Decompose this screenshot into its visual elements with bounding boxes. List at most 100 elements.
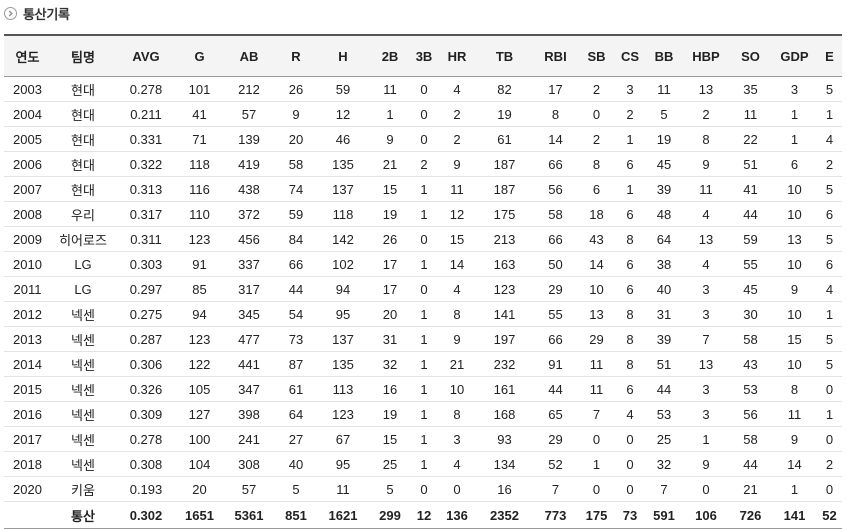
table-cell: 10 bbox=[772, 201, 817, 227]
table-cell: 1 bbox=[817, 301, 842, 327]
table-cell: 44 bbox=[729, 451, 772, 477]
table-cell: 9 bbox=[772, 276, 817, 302]
table-cell: 116 bbox=[177, 176, 222, 202]
table-cell: 101 bbox=[177, 76, 222, 102]
column-header: TB bbox=[476, 34, 533, 77]
table-cell: 8 bbox=[578, 151, 615, 177]
table-cell: 456 bbox=[222, 226, 276, 252]
table-cell: 25 bbox=[645, 426, 683, 452]
table-cell: 43 bbox=[729, 351, 772, 377]
table-row: 2007 현대 0.313 116 438 74 137 15 1 11 187 56 6 1 39 11 41… bbox=[4, 176, 842, 202]
table-cell: 1 bbox=[370, 101, 410, 127]
table-row: 2017 넥센 0.278 100 241 27 67 15 1 3 93 29 0 0 25 1 58 9 0 bbox=[4, 426, 842, 452]
table-cell: 5 bbox=[276, 476, 316, 502]
table-cell: 0 bbox=[817, 376, 842, 402]
table-cell: 8 bbox=[615, 326, 645, 352]
table-cell: 1 bbox=[410, 351, 438, 377]
table-cell: 41 bbox=[729, 176, 772, 202]
table-cell: 5 bbox=[645, 101, 683, 127]
table-cell: 13 bbox=[683, 76, 729, 102]
column-header: RBI bbox=[533, 34, 578, 77]
table-cell: 3 bbox=[438, 426, 476, 452]
table-cell: 25 bbox=[370, 451, 410, 477]
column-header: SO bbox=[729, 34, 772, 77]
total-cell: 851 bbox=[276, 501, 316, 529]
table-cell: 59 bbox=[729, 226, 772, 252]
table-cell: 3 bbox=[683, 401, 729, 427]
table-cell: 16 bbox=[370, 376, 410, 402]
table-cell: 58 bbox=[533, 201, 578, 227]
table-cell: 0.331 bbox=[115, 126, 177, 152]
table-cell: 2 bbox=[410, 151, 438, 177]
table-cell: 5 bbox=[817, 351, 842, 377]
table-cell: 197 bbox=[476, 326, 533, 352]
table-cell: 14 bbox=[533, 126, 578, 152]
table-cell: 1 bbox=[772, 101, 817, 127]
table-row: 2011 LG 0.297 85 317 44 94 17 0 4 123 29 10 6 40 3 45 9 4 bbox=[4, 276, 842, 302]
table-row: 2018 넥센 0.308 104 308 40 95 25 1 4 134 52 1 0 32 9 44 14 2 bbox=[4, 451, 842, 477]
table-cell: 0 bbox=[615, 451, 645, 477]
table-cell: 93 bbox=[476, 426, 533, 452]
table-cell: 9 bbox=[683, 451, 729, 477]
table-cell: 43 bbox=[578, 226, 615, 252]
table-cell: 13 bbox=[683, 226, 729, 252]
table-row: 2010 LG 0.303 91 337 66 102 17 1 14 163 50 14 6 38 4 55 1… bbox=[4, 251, 842, 277]
table-cell: 0 bbox=[438, 476, 476, 502]
column-header: R bbox=[276, 34, 316, 77]
table-row: 2005 현대 0.331 71 139 20 46 9 0 2 61 14 2 1 19 8 22 1 4 bbox=[4, 126, 842, 152]
table-cell: 104 bbox=[177, 451, 222, 477]
table-cell: 0.287 bbox=[115, 326, 177, 352]
table-cell: 21 bbox=[370, 151, 410, 177]
table-cell: 123 bbox=[476, 276, 533, 302]
table-cell: 1 bbox=[817, 401, 842, 427]
table-cell: 30 bbox=[729, 301, 772, 327]
table-cell: 0 bbox=[578, 426, 615, 452]
table-cell: 2006 bbox=[4, 151, 51, 177]
total-cell: 1621 bbox=[316, 501, 370, 529]
table-cell: 0.326 bbox=[115, 376, 177, 402]
table-cell: 17 bbox=[370, 276, 410, 302]
table-cell: 0 bbox=[578, 476, 615, 502]
table-cell: 6 bbox=[615, 251, 645, 277]
table-cell: 441 bbox=[222, 351, 276, 377]
column-header: G bbox=[177, 34, 222, 77]
table-cell: 2005 bbox=[4, 126, 51, 152]
table-cell: 58 bbox=[729, 326, 772, 352]
table-cell: 419 bbox=[222, 151, 276, 177]
table-cell: 91 bbox=[177, 251, 222, 277]
column-header: AVG bbox=[115, 34, 177, 77]
table-cell: 477 bbox=[222, 326, 276, 352]
table-cell: 345 bbox=[222, 301, 276, 327]
table-cell: 45 bbox=[729, 276, 772, 302]
table-cell: 9 bbox=[370, 126, 410, 152]
table-cell: 163 bbox=[476, 251, 533, 277]
table-cell: 8 bbox=[615, 226, 645, 252]
table-cell: 키움 bbox=[51, 476, 115, 502]
table-cell: 0.278 bbox=[115, 76, 177, 102]
table-cell: 137 bbox=[316, 326, 370, 352]
table-cell: 우리 bbox=[51, 201, 115, 227]
total-cell: 52 bbox=[817, 501, 842, 529]
table-cell: 8 bbox=[438, 301, 476, 327]
table-cell: 21 bbox=[438, 351, 476, 377]
table-cell: 20 bbox=[177, 476, 222, 502]
column-header: GDP bbox=[772, 34, 817, 77]
table-cell: 41 bbox=[177, 101, 222, 127]
table-row: 2013 넥센 0.287 123 477 73 137 31 1 9 197 66 29 8 39 7 58 1… bbox=[4, 326, 842, 352]
table-cell: 212 bbox=[222, 76, 276, 102]
table-cell: 4 bbox=[615, 401, 645, 427]
table-cell: 317 bbox=[222, 276, 276, 302]
table-cell: 8 bbox=[533, 101, 578, 127]
table-cell: 4 bbox=[683, 251, 729, 277]
table-cell: 1 bbox=[410, 451, 438, 477]
table-cell: 현대 bbox=[51, 176, 115, 202]
table-cell: 3 bbox=[683, 276, 729, 302]
table-cell: 122 bbox=[177, 351, 222, 377]
table-cell: 337 bbox=[222, 251, 276, 277]
table-cell: 3 bbox=[615, 76, 645, 102]
column-header: 연도 bbox=[4, 34, 51, 77]
table-cell: 35 bbox=[729, 76, 772, 102]
table-cell: 9 bbox=[438, 151, 476, 177]
table-cell: 0 bbox=[817, 476, 842, 502]
table-cell: 2018 bbox=[4, 451, 51, 477]
